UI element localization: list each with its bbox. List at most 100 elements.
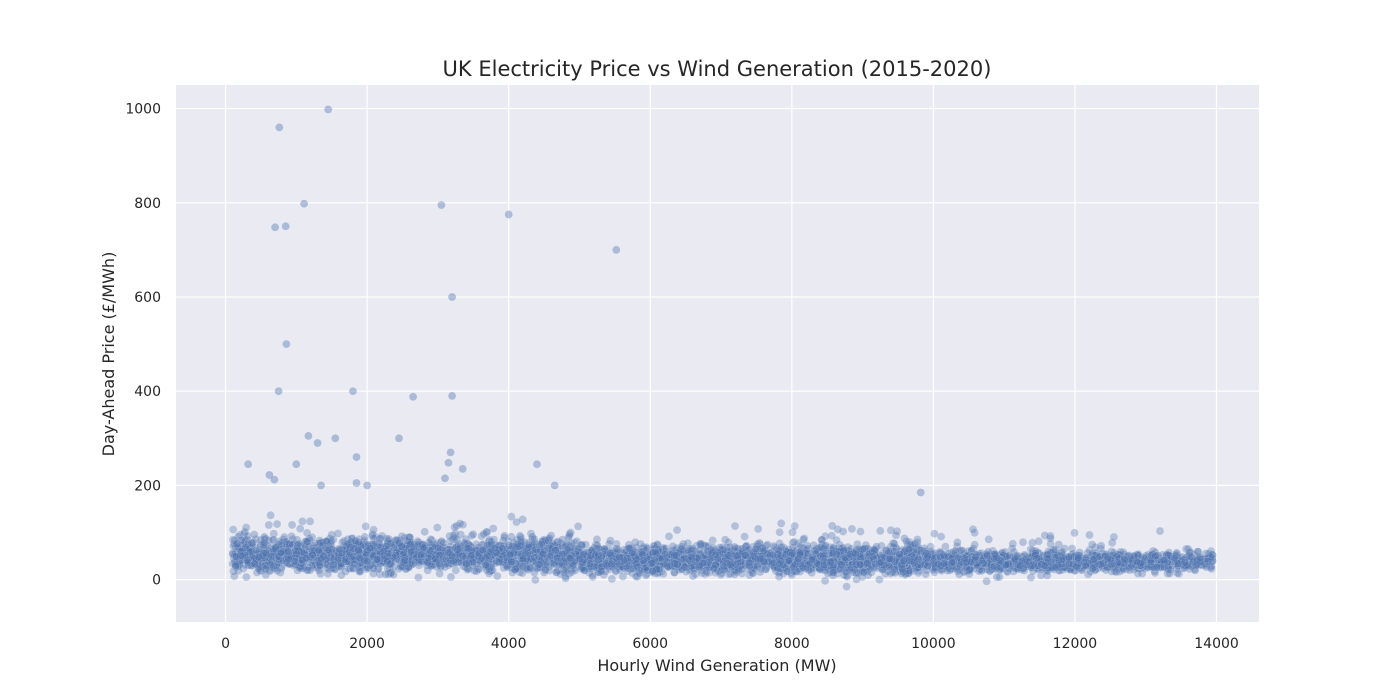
data-point xyxy=(925,551,934,561)
data-point xyxy=(438,554,448,564)
data-point xyxy=(435,560,444,569)
data-point xyxy=(1141,556,1150,566)
data-point xyxy=(1084,560,1093,570)
data-point xyxy=(638,550,648,559)
data-point xyxy=(229,553,238,563)
data-point xyxy=(790,564,799,573)
data-point xyxy=(799,534,809,543)
data-point xyxy=(329,546,338,556)
data-point xyxy=(1166,562,1175,571)
data-point xyxy=(430,550,440,560)
data-point xyxy=(404,532,414,542)
data-point xyxy=(969,564,978,573)
data-point xyxy=(892,543,901,553)
plot-area xyxy=(176,85,1259,622)
data-point xyxy=(264,520,274,530)
data-point xyxy=(998,561,1008,570)
data-point xyxy=(672,543,682,553)
data-point xyxy=(393,546,402,556)
data-point xyxy=(418,544,428,553)
data-point xyxy=(277,561,287,571)
data-point xyxy=(1087,556,1097,566)
data-point xyxy=(1125,561,1134,571)
data-point xyxy=(239,553,249,562)
data-point xyxy=(787,570,797,580)
data-point xyxy=(677,542,687,551)
data-point xyxy=(832,535,841,545)
data-point xyxy=(587,548,596,557)
data-point xyxy=(1179,556,1188,565)
data-point xyxy=(239,529,249,539)
data-point xyxy=(964,566,974,575)
data-point xyxy=(606,549,616,558)
data-point xyxy=(1169,559,1179,568)
data-point xyxy=(674,551,684,561)
data-point xyxy=(995,572,1004,582)
data-point xyxy=(677,559,687,568)
data-point xyxy=(659,559,668,569)
data-point xyxy=(803,541,812,550)
data-point xyxy=(869,563,878,573)
data-point xyxy=(761,564,770,574)
data-point xyxy=(464,564,473,574)
data-point xyxy=(890,552,900,562)
data-point xyxy=(1067,544,1077,553)
data-point xyxy=(420,555,429,565)
data-point xyxy=(576,553,586,563)
data-point xyxy=(739,559,749,569)
data-point xyxy=(523,542,532,552)
data-point xyxy=(975,552,985,562)
data-point xyxy=(718,549,728,558)
data-point xyxy=(1049,556,1058,566)
data-point xyxy=(1054,540,1064,549)
data-point xyxy=(537,555,546,564)
data-point xyxy=(1151,559,1161,569)
data-point xyxy=(612,544,621,553)
data-point xyxy=(641,553,651,562)
data-point xyxy=(1087,540,1097,549)
data-point xyxy=(540,547,550,557)
data-point xyxy=(265,565,275,575)
data-point xyxy=(970,540,979,550)
data-point xyxy=(960,555,969,565)
data-point xyxy=(1018,537,1028,547)
data-point xyxy=(572,553,581,563)
data-point xyxy=(259,549,268,558)
data-point xyxy=(473,546,482,556)
data-point xyxy=(884,559,894,568)
data-point xyxy=(1085,530,1094,540)
data-point xyxy=(751,557,761,567)
data-point xyxy=(1052,553,1062,562)
data-point xyxy=(622,549,632,559)
data-point xyxy=(666,561,675,571)
data-point xyxy=(1113,551,1123,560)
data-point xyxy=(664,532,674,541)
data-point xyxy=(863,559,872,568)
data-point xyxy=(554,549,563,559)
data-point xyxy=(874,560,883,570)
data-point xyxy=(1029,560,1038,569)
data-point xyxy=(323,569,333,578)
data-point xyxy=(427,548,436,557)
data-point xyxy=(731,547,740,557)
data-point xyxy=(394,538,404,548)
data-point xyxy=(479,560,488,569)
data-point xyxy=(990,561,1000,570)
data-point xyxy=(977,549,986,558)
data-point xyxy=(327,536,336,546)
data-point xyxy=(335,552,345,561)
data-point xyxy=(1169,557,1178,566)
data-point xyxy=(1132,550,1142,559)
data-point xyxy=(1023,560,1033,569)
data-point xyxy=(468,530,478,539)
data-point xyxy=(369,549,378,558)
data-point xyxy=(996,554,1006,564)
data-point xyxy=(269,529,279,538)
data-point xyxy=(1103,551,1113,561)
data-point xyxy=(930,556,939,565)
data-point xyxy=(298,517,307,526)
data-point xyxy=(631,572,641,581)
data-point xyxy=(580,556,589,566)
data-point xyxy=(993,551,1002,560)
data-point xyxy=(410,556,420,566)
